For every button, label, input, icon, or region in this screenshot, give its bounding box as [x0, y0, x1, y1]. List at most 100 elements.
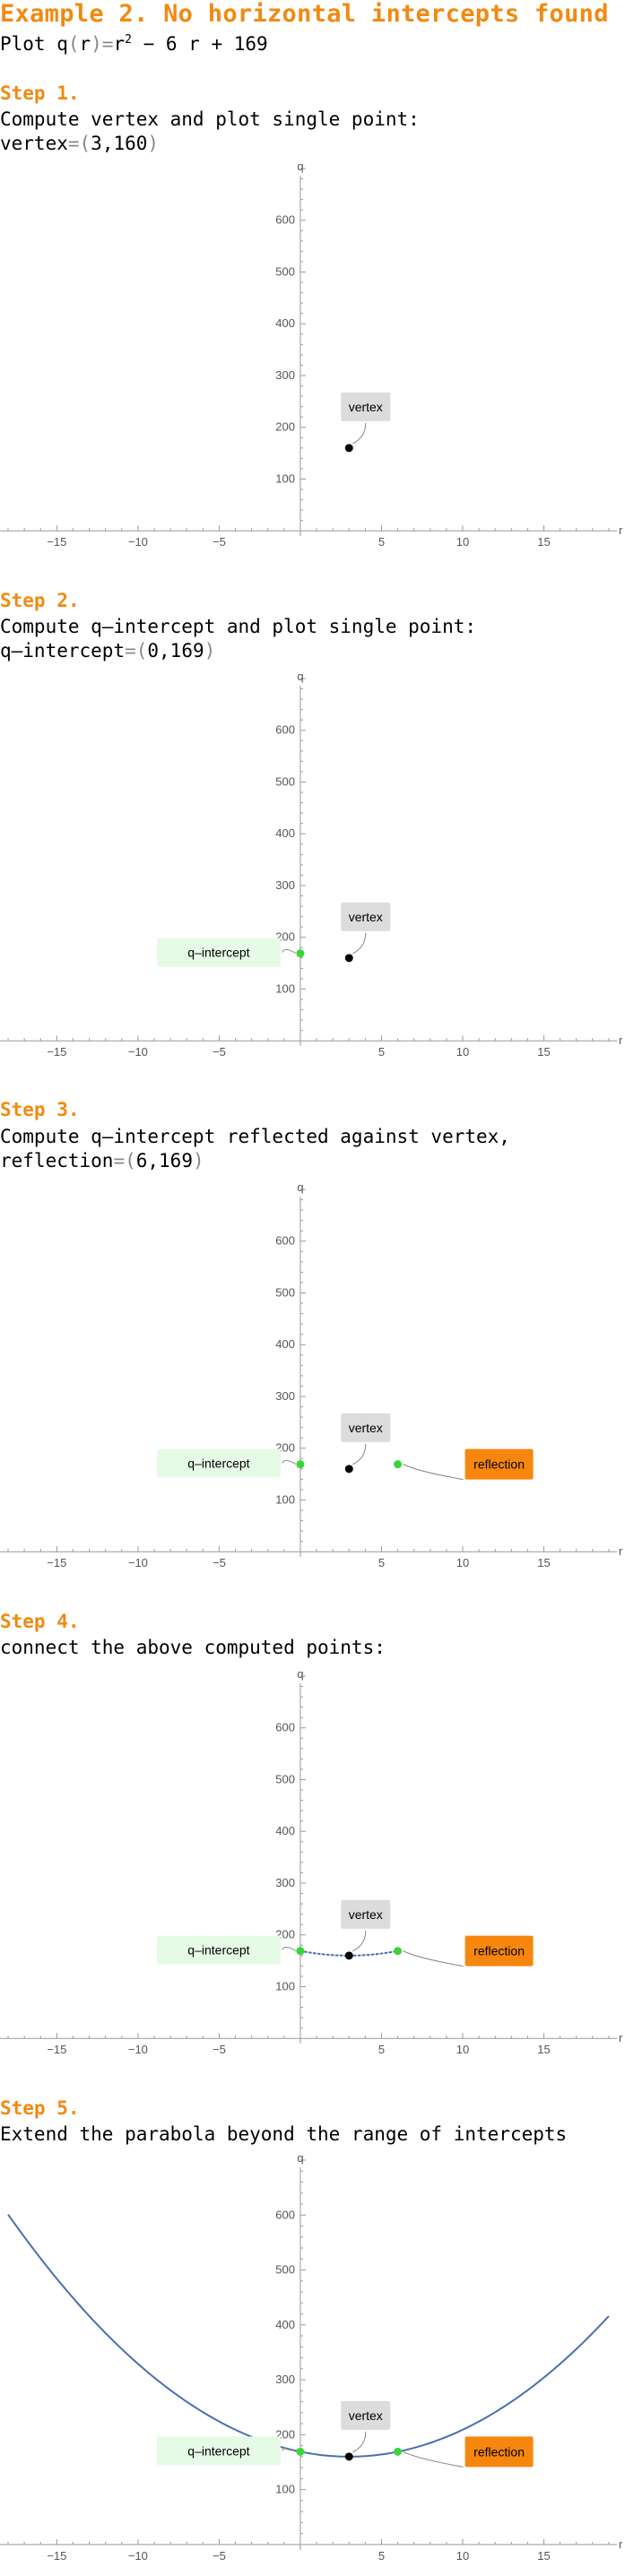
step-4-chart: −15 −10 −5 5 10 15100200300400500600rqvertexq…	[0, 1667, 623, 2056]
reflection-point	[394, 1460, 403, 1469]
x-tick-label: 5	[378, 2549, 385, 2563]
step-3-text: Compute q–intercept reflected against ve…	[0, 1125, 510, 1173]
step-2-chart: −15 −10 −5 5 10 15100200300400500600rqvertexq…	[0, 670, 623, 1059]
y-tick-label: 500	[275, 774, 295, 788]
reflection-point	[394, 1947, 403, 1956]
vertex-leader	[352, 2431, 367, 2453]
plot-rest: − 6 r + 169	[131, 33, 268, 55]
q-intercept-marker: q–intercept	[156, 1448, 305, 1478]
step-2-result: q–intercept=(0,169)	[0, 640, 216, 661]
x-tick-label: 10	[456, 2549, 469, 2563]
q-intercept-marker: q–intercept	[156, 1935, 305, 1965]
y-tick-label: 100	[275, 981, 295, 995]
vertex-label: vertex	[349, 1421, 383, 1435]
step-4-description: connect the above computed points:	[0, 1637, 386, 1658]
step-3-chart: −15 −10 −5 5 10 15100200300400500600rqvertexq…	[0, 1180, 623, 1569]
step-1-description: Compute vertex and plot single point:	[0, 108, 420, 130]
q-intercept-label: q–intercept	[187, 1457, 249, 1471]
vertex-label: vertex	[349, 910, 383, 924]
q-intercept-point	[296, 1460, 305, 1469]
q-intercept-label: q–intercept	[187, 1943, 249, 1958]
y-tick-label: 400	[275, 1337, 295, 1351]
x-tick-label: 5	[378, 1556, 385, 1569]
y-tick-label: 600	[275, 213, 295, 227]
vertex-leader	[352, 422, 367, 445]
y-tick-label: 100	[275, 2483, 295, 2496]
reflection-label-box	[464, 2436, 534, 2468]
vertex-point	[344, 1465, 353, 1474]
q-intercept-leader	[282, 1459, 297, 1465]
y-axis-label: q	[297, 2151, 303, 2165]
reflection-point	[394, 2447, 403, 2456]
x-axis-label: r	[619, 1544, 623, 1558]
y-axis-label: q	[297, 1180, 303, 1194]
x-axis-label: r	[619, 2031, 623, 2044]
x-tick-label: 15	[537, 1556, 550, 1569]
y-tick-label: 300	[275, 2373, 295, 2386]
step-2-heading: Step 2.	[0, 590, 80, 611]
vertex-label-box	[341, 1413, 391, 1442]
vertex-marker: vertex	[341, 902, 391, 963]
y-tick-label: 500	[275, 1285, 295, 1299]
x-tick-label: 5	[378, 535, 385, 549]
step-5-text: Extend the parabola beyond the range of …	[0, 2122, 567, 2147]
step-1-chart: −15 −10 −5 5 10 15 100 200 300 400 500 600 r q vertex	[0, 160, 623, 549]
y-axis-label: q	[297, 1667, 303, 1681]
x-tick-label: −5	[213, 1556, 226, 1569]
x-axis-label: r	[619, 1033, 623, 1047]
vertex-point	[344, 954, 353, 963]
y-tick-label: 100	[275, 1979, 295, 1993]
y-tick-label: 500	[275, 1772, 295, 1785]
y-tick-label: 400	[275, 826, 295, 840]
step-5-heading: Step 5.	[0, 2097, 80, 2119]
x-tick-label: 10	[456, 1556, 469, 1569]
vertex-label: vertex	[349, 400, 383, 414]
x-tick-label: 10	[456, 535, 469, 549]
x-tick-label: 15	[537, 2549, 550, 2563]
vertex-point	[344, 2452, 353, 2461]
function-statement: Plot q(r)=r2 − 6 r + 169	[0, 33, 268, 55]
q-intercept-label-box	[156, 2436, 281, 2466]
x-tick-label: −15	[47, 2043, 66, 2056]
step-2-text: Compute q–intercept and plot single poin…	[0, 615, 476, 663]
step-1-heading: Step 1.	[0, 82, 80, 104]
reflection-leader	[403, 2451, 464, 2468]
q-intercept-label-box	[156, 938, 281, 967]
vertex-label-box	[341, 2400, 391, 2430]
y-tick-label: 400	[275, 316, 295, 330]
reflection-label-box	[464, 1448, 534, 1480]
x-tick-label: −10	[128, 1556, 148, 1569]
y-tick-label: 600	[275, 723, 295, 737]
x-tick-label: 5	[378, 2043, 385, 2056]
plot-r: r	[113, 33, 126, 55]
y-tick-label: 200	[275, 420, 295, 434]
x-tick-label: −5	[213, 2043, 226, 2056]
q-intercept-marker: q–intercept	[156, 2436, 305, 2466]
page-title: Example 2. No horizontal intercepts foun…	[0, 0, 609, 28]
x-tick-label: 10	[456, 2043, 469, 2056]
q-intercept-leader	[282, 1946, 297, 1952]
vertex-label-box	[341, 902, 391, 931]
x-tick-label: −5	[213, 535, 226, 549]
x-tick-label: −15	[47, 2549, 66, 2563]
step-5-description: Extend the parabola beyond the range of …	[0, 2123, 568, 2145]
q-intercept-label: q–intercept	[187, 946, 249, 960]
y-tick-label: 600	[275, 1234, 295, 1248]
step-1-result: vertex=(3,160)	[0, 133, 160, 154]
x-tick-label: 5	[378, 1045, 385, 1059]
step-5-chart: −15 −10 −5 5 10 15100200300400500600rqvertexq…	[0, 2151, 623, 2563]
vertex-point	[344, 444, 353, 453]
reflection-label: reflection	[473, 2444, 525, 2459]
x-axis-label: r	[619, 2537, 623, 2551]
x-tick-label: −15	[47, 1556, 66, 1569]
vertex-leader	[352, 1443, 367, 1465]
reflection-marker: reflection	[394, 1935, 534, 1967]
q-intercept-label: q–intercept	[187, 2443, 249, 2458]
vertex-marker: vertex	[341, 392, 391, 453]
vertex-marker: vertex	[341, 1413, 391, 1474]
step-1-text: Compute vertex and plot single point: ve…	[0, 108, 420, 156]
x-tick-label: −5	[213, 1045, 226, 1059]
y-tick-label: 400	[275, 2318, 295, 2331]
reflection-leader	[403, 1950, 464, 1967]
vertex-point	[344, 1951, 353, 1960]
